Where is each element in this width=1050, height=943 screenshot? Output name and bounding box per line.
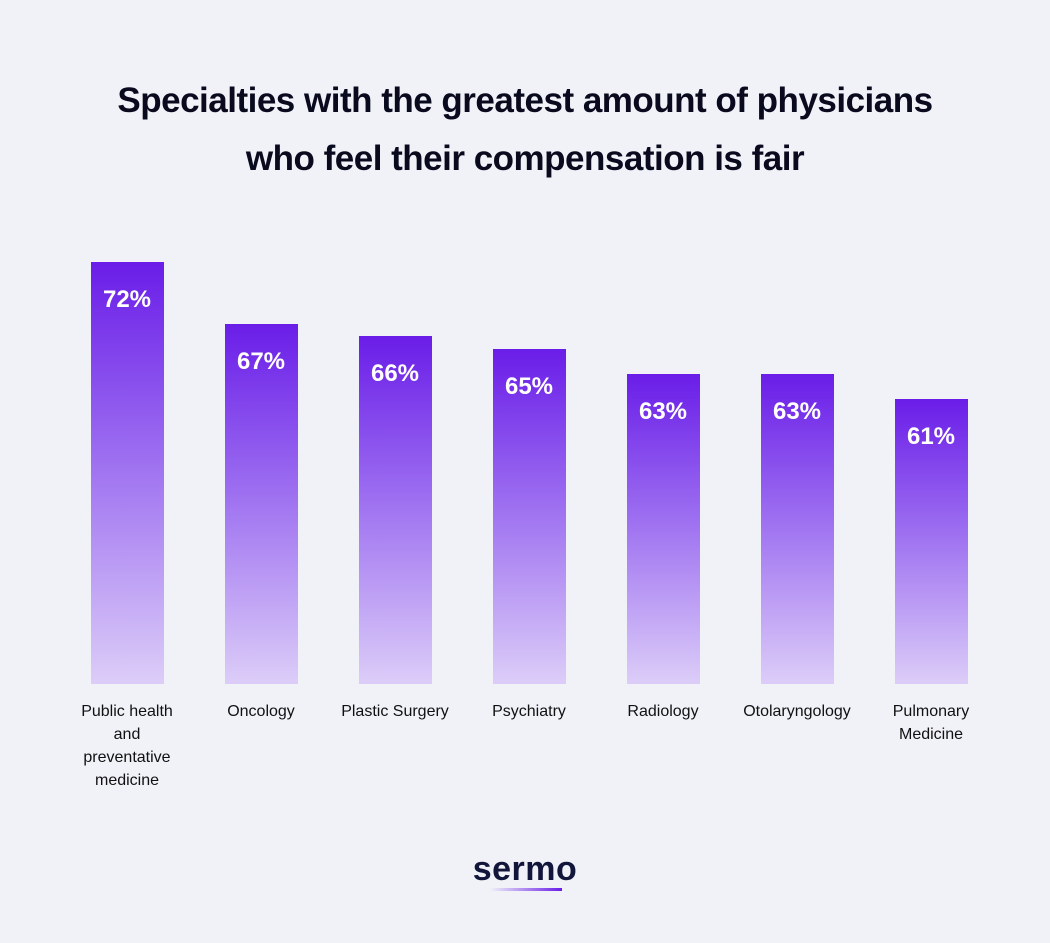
x-tick-label: Plastic Surgery: [341, 703, 449, 720]
bar: [760, 373, 834, 684]
value-label: 61%: [906, 422, 956, 450]
value-label: 63%: [772, 397, 822, 425]
bar: [894, 398, 968, 684]
value-label: 72%: [102, 286, 152, 313]
logo-underline: [490, 888, 562, 891]
logo: sermo: [472, 850, 578, 888]
bar: [224, 324, 298, 684]
value-label: 66%: [370, 360, 420, 388]
x-tick-label: Pulmonary Medicine: [892, 703, 970, 743]
x-tick-label: Public health and preventative medicine: [81, 703, 173, 789]
x-tick-label: Oncology: [227, 703, 295, 720]
x-tick-label: Radiology: [627, 703, 699, 720]
bar: [626, 373, 700, 684]
chart-title: Specialties with the greatest amount of …: [117, 81, 933, 178]
value-label: 63%: [638, 397, 688, 425]
value-label: 67%: [236, 348, 286, 376]
x-tick-label: Otolaryngology: [743, 703, 851, 720]
bar: [90, 262, 164, 684]
bar: [358, 336, 432, 684]
value-label: 65%: [504, 372, 554, 400]
bar: [492, 348, 566, 684]
x-tick-label: Psychiatry: [492, 703, 566, 720]
